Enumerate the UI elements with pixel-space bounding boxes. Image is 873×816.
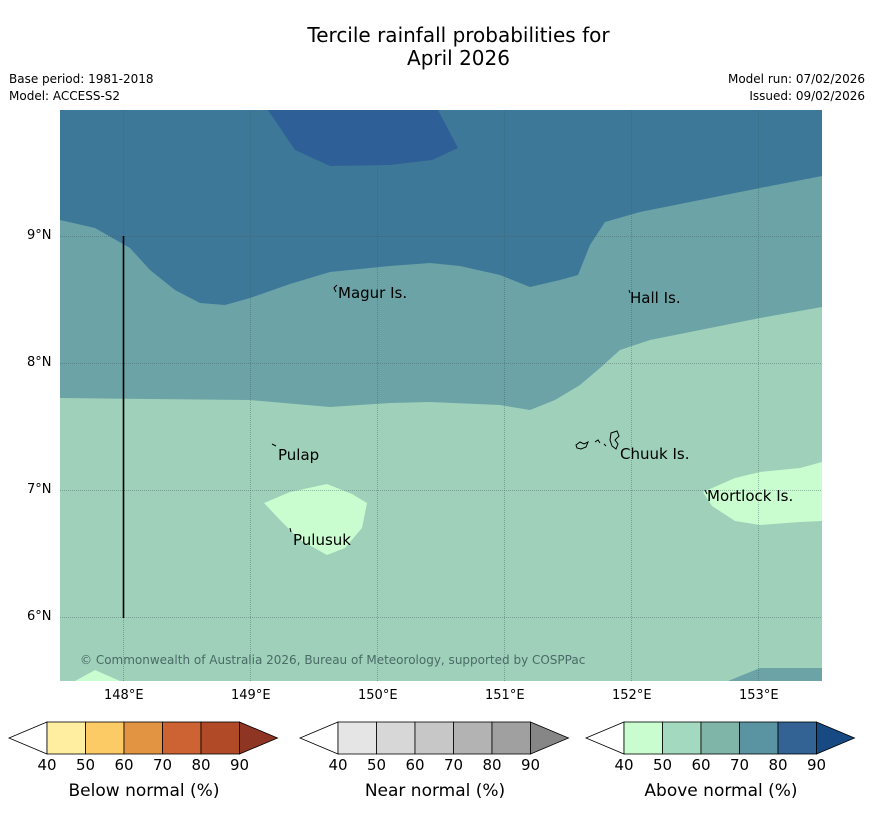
colorbar-tick: 50: [366, 756, 387, 774]
colorbar-segment: [162, 721, 202, 755]
colorbar-tick: 60: [405, 756, 425, 774]
colorbar-tick: 80: [482, 756, 502, 774]
colorbar-segment: [623, 721, 663, 755]
colorbar-segment: [453, 721, 493, 755]
colorbar-tick: 70: [443, 756, 464, 774]
region-above-60-southeast: [728, 668, 822, 681]
lat-tick-7: 7°N: [27, 482, 52, 497]
chart-title-line1: Tercile rainfall probabilities for: [307, 23, 610, 47]
colorbar-segment: [85, 721, 125, 755]
colorbar-label-above: Above normal (%): [644, 781, 798, 801]
lon-tick-153: 153°E: [739, 688, 779, 703]
colorbar-segment: [376, 721, 416, 755]
gridlines: [60, 110, 822, 681]
colorbar-below: [7, 721, 279, 755]
colorbar-above: [584, 721, 856, 755]
island-label-pulap: Pulap: [278, 446, 320, 464]
colorbar-segment: [700, 721, 740, 755]
lat-tick-9: 9°N: [27, 228, 52, 243]
lat-tick-8: 8°N: [27, 355, 52, 370]
lon-tick-151: 151°E: [485, 688, 525, 703]
colorbar-tick: 80: [768, 756, 788, 774]
region-above-80: [268, 110, 458, 166]
colorbar-label-below: Below normal (%): [68, 781, 220, 801]
colorbar-tick: 40: [328, 756, 348, 774]
model-run: Model run: 07/02/2026: [727, 72, 865, 86]
island-outlines: [271, 284, 708, 533]
colorbar-tick: 60: [691, 756, 711, 774]
colorbar-tick: 60: [114, 756, 134, 774]
meta-left: Base period: 1981-2018 Model: ACCESS-S2: [9, 71, 154, 105]
colorbar-near: [298, 721, 570, 755]
colorbar-tick: 70: [729, 756, 750, 774]
colorbar-segment: [414, 721, 454, 755]
colorbar-segment: [200, 721, 240, 755]
colorbar-segment: [337, 721, 377, 755]
lon-tick-150: 150°E: [358, 688, 398, 703]
colorbars: [7, 721, 856, 755]
colorbar-tick: 40: [614, 756, 634, 774]
region-above-40-pulusuk: [264, 484, 367, 555]
colorbar-tick: 80: [191, 756, 211, 774]
map-contours: [60, 110, 822, 681]
colorbar-segment: [739, 721, 779, 755]
colorbar-tick: 50: [652, 756, 673, 774]
base-period: Base period: 1981-2018: [9, 72, 154, 86]
chart-title-line2: April 2026: [407, 46, 510, 70]
colorbar-label-near: Near normal (%): [364, 781, 506, 801]
island-label-magur: Magur Is.: [338, 284, 408, 302]
colorbar-segment: [123, 721, 163, 755]
colorbar-arrow-low: [7, 721, 48, 755]
lon-tick-152: 152°E: [612, 688, 652, 703]
lon-tick-149: 149°E: [231, 688, 271, 703]
colorbar-tick: 40: [37, 756, 57, 774]
region-above-40-southwest: [75, 670, 120, 681]
island-label-pulusuk: Pulusuk: [293, 531, 351, 549]
model-name: Model: ACCESS-S2: [9, 89, 121, 103]
lon-tick-148: 148°E: [104, 688, 144, 703]
lat-tick-6: 6°N: [27, 609, 52, 624]
colorbar-tick: 70: [152, 756, 173, 774]
colorbar-arrow-low: [584, 721, 625, 755]
island-label-chuuk: Chuuk Is.: [620, 445, 690, 463]
region-above-40-mortlock: [703, 462, 822, 525]
colorbar-segment: [662, 721, 702, 755]
copyright-notice: © Commonwealth of Australia 2026, Bureau…: [80, 653, 586, 667]
colorbar-arrow-low: [298, 721, 339, 755]
meta-right: Model run: 07/02/2026 Issued: 09/02/2026: [728, 71, 865, 105]
island-label-mortlock: Mortlock Is.: [707, 487, 794, 505]
colorbar-arrow-high: [816, 721, 856, 755]
colorbar-segment: [491, 721, 531, 755]
colorbar-arrow-high: [530, 721, 570, 755]
colorbar-tick: 50: [75, 756, 96, 774]
colorbar-segment: [777, 721, 817, 755]
colorbar-tick: 90: [806, 756, 827, 774]
colorbar-tick: 90: [520, 756, 541, 774]
colorbar-arrow-high: [239, 721, 279, 755]
island-label-hall: Hall Is.: [630, 289, 681, 307]
issued-date: Issued: 09/02/2026: [749, 89, 865, 103]
colorbar-tick: 90: [229, 756, 250, 774]
colorbar-segment: [46, 721, 86, 755]
